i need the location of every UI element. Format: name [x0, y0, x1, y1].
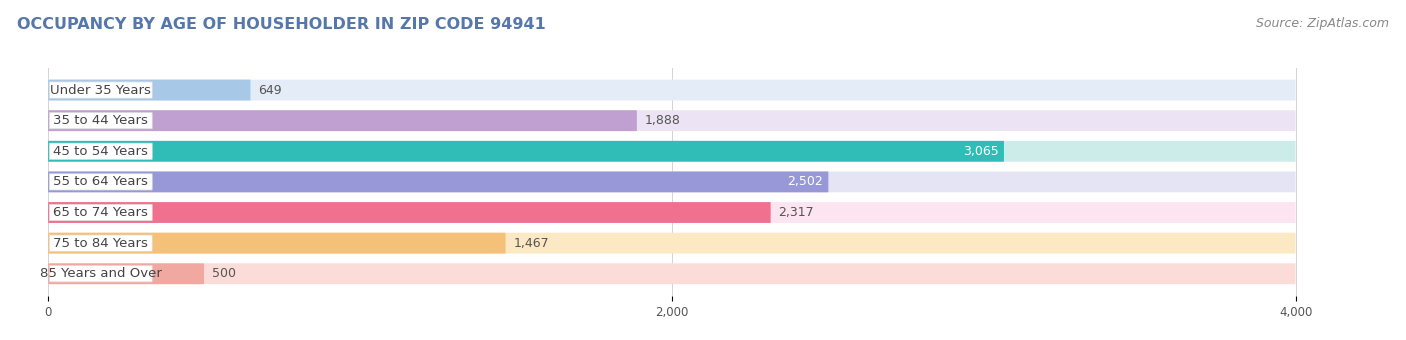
FancyBboxPatch shape — [48, 264, 204, 284]
FancyBboxPatch shape — [48, 202, 770, 223]
FancyBboxPatch shape — [49, 266, 152, 282]
Text: 1,888: 1,888 — [645, 114, 681, 127]
Text: 1,467: 1,467 — [513, 237, 548, 250]
Text: 35 to 44 Years: 35 to 44 Years — [53, 114, 148, 127]
FancyBboxPatch shape — [48, 171, 1295, 192]
FancyBboxPatch shape — [49, 113, 152, 129]
Text: 85 Years and Over: 85 Years and Over — [39, 267, 162, 280]
FancyBboxPatch shape — [48, 202, 1295, 223]
FancyBboxPatch shape — [48, 171, 828, 192]
Text: 45 to 54 Years: 45 to 54 Years — [53, 145, 148, 158]
Text: 75 to 84 Years: 75 to 84 Years — [53, 237, 148, 250]
FancyBboxPatch shape — [49, 174, 152, 190]
Text: OCCUPANCY BY AGE OF HOUSEHOLDER IN ZIP CODE 94941: OCCUPANCY BY AGE OF HOUSEHOLDER IN ZIP C… — [17, 17, 546, 32]
FancyBboxPatch shape — [48, 233, 1295, 254]
FancyBboxPatch shape — [49, 82, 152, 98]
Text: 3,065: 3,065 — [963, 145, 998, 158]
Text: 55 to 64 Years: 55 to 64 Years — [53, 175, 148, 188]
FancyBboxPatch shape — [49, 204, 152, 221]
FancyBboxPatch shape — [49, 143, 152, 159]
Text: Under 35 Years: Under 35 Years — [51, 84, 152, 97]
Text: Source: ZipAtlas.com: Source: ZipAtlas.com — [1256, 17, 1389, 30]
FancyBboxPatch shape — [49, 235, 152, 251]
FancyBboxPatch shape — [48, 141, 1004, 162]
Text: 500: 500 — [212, 267, 236, 280]
FancyBboxPatch shape — [48, 264, 1295, 284]
Text: 65 to 74 Years: 65 to 74 Years — [53, 206, 148, 219]
FancyBboxPatch shape — [48, 80, 250, 100]
FancyBboxPatch shape — [48, 141, 1295, 162]
Text: 2,502: 2,502 — [787, 175, 823, 188]
FancyBboxPatch shape — [48, 233, 506, 254]
FancyBboxPatch shape — [48, 80, 1295, 100]
FancyBboxPatch shape — [48, 110, 1295, 131]
Text: 2,317: 2,317 — [779, 206, 814, 219]
Text: 649: 649 — [259, 84, 281, 97]
FancyBboxPatch shape — [48, 110, 637, 131]
